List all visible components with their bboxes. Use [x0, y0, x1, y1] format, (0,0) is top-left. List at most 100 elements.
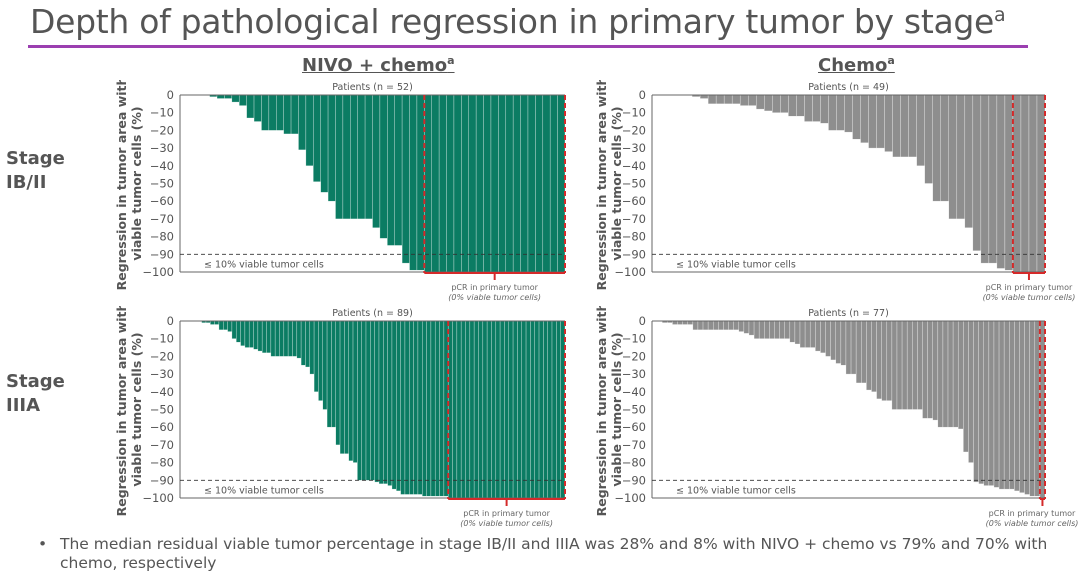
column-header-chemo: Chemoa — [818, 54, 895, 76]
bar — [556, 320, 561, 499]
bar — [270, 320, 276, 357]
bar — [844, 94, 853, 133]
bar — [482, 320, 488, 499]
bar — [421, 320, 427, 497]
bar — [968, 320, 974, 463]
stage-label-ib-ii: Stage IB/II — [6, 148, 65, 193]
bar — [855, 320, 862, 384]
bar — [702, 320, 709, 331]
bar — [699, 94, 709, 99]
bar — [957, 320, 964, 430]
bar — [1020, 94, 1030, 273]
bar — [1029, 320, 1036, 497]
bar — [796, 94, 805, 117]
bar — [512, 320, 518, 499]
bar — [446, 94, 455, 273]
y-axis-label: Regression in tumor area withviable tumo… — [594, 80, 624, 290]
bar — [452, 320, 458, 499]
bar — [784, 320, 791, 339]
bar — [231, 94, 240, 103]
y-axis-label: Regression in tumor area withviable tumo… — [114, 306, 144, 516]
bar — [774, 320, 780, 339]
bar — [917, 320, 923, 410]
bar — [1024, 320, 1030, 495]
page-title: Depth of pathological regression in prim… — [30, 2, 1006, 41]
bar — [434, 320, 440, 497]
bar — [266, 320, 272, 354]
chart-iiia-nivo: Patients (n = 89) Regression in tumor are… — [114, 306, 566, 528]
bar — [743, 320, 750, 334]
y-tick-label: −50 — [622, 177, 646, 191]
bar — [372, 94, 381, 228]
bar — [370, 320, 375, 481]
y-tick-label: −80 — [622, 456, 646, 470]
bar — [715, 94, 725, 105]
bar — [980, 94, 990, 264]
bar — [534, 320, 540, 499]
bar — [335, 94, 344, 220]
y-tick-label: −80 — [150, 230, 174, 244]
y-tick-label: −10 — [150, 332, 174, 346]
bar — [886, 320, 893, 401]
bar — [769, 320, 775, 339]
bar — [216, 94, 225, 99]
bar — [1012, 94, 1022, 273]
pcr-sublabel: (0% viable tumor cells) — [986, 519, 1079, 528]
y-axis-label: Regression in tumor area withviable tumo… — [594, 306, 624, 516]
bar — [557, 94, 566, 273]
bar — [993, 320, 1000, 488]
bar — [305, 94, 314, 167]
bar — [413, 320, 419, 495]
y-tick-label: −90 — [622, 247, 646, 261]
y-tick-label: −30 — [150, 141, 174, 155]
bar — [804, 94, 813, 122]
bar — [728, 320, 734, 331]
bar — [350, 94, 358, 220]
bar — [348, 320, 354, 462]
bar — [922, 320, 928, 419]
bar — [809, 320, 816, 348]
bar — [478, 320, 484, 499]
bar — [901, 320, 908, 410]
bar — [240, 320, 246, 347]
bar — [753, 320, 760, 339]
bar — [475, 94, 484, 273]
bar — [246, 94, 255, 119]
bar — [892, 94, 901, 158]
bar — [223, 320, 228, 331]
bar — [1009, 320, 1015, 490]
y-tick-label: −10 — [150, 106, 174, 120]
y-tick-label: −20 — [150, 123, 174, 137]
bar — [927, 320, 933, 419]
summary-bullet: • The median residual viable tumor percen… — [38, 535, 1048, 572]
chart-ib-ii-chemo: Patients (n = 49) Regression in tumor are… — [594, 80, 1075, 302]
bar — [424, 94, 432, 273]
bar — [964, 94, 974, 228]
bar — [231, 320, 237, 339]
bar — [852, 94, 861, 140]
bar — [947, 320, 954, 428]
bar — [756, 94, 765, 110]
bar — [672, 320, 678, 325]
y-axis-label: Regression in tumor area withviable tumo… — [114, 80, 144, 290]
bar — [547, 320, 553, 499]
bar — [723, 320, 729, 331]
bar — [956, 94, 966, 220]
y-tick-label: −40 — [150, 385, 174, 399]
bar — [268, 94, 277, 131]
bar — [387, 320, 393, 486]
bar — [937, 320, 944, 428]
bar — [331, 320, 336, 428]
bar — [850, 320, 857, 375]
bar — [912, 320, 918, 410]
bar — [505, 94, 514, 273]
bar — [292, 320, 298, 357]
bar — [227, 320, 233, 332]
bar — [738, 320, 745, 332]
bar — [309, 320, 315, 375]
patients-label: Patients (n = 52) — [332, 82, 413, 93]
bar — [313, 320, 319, 393]
bar — [261, 320, 267, 354]
bar — [486, 320, 492, 499]
bar — [248, 320, 254, 348]
